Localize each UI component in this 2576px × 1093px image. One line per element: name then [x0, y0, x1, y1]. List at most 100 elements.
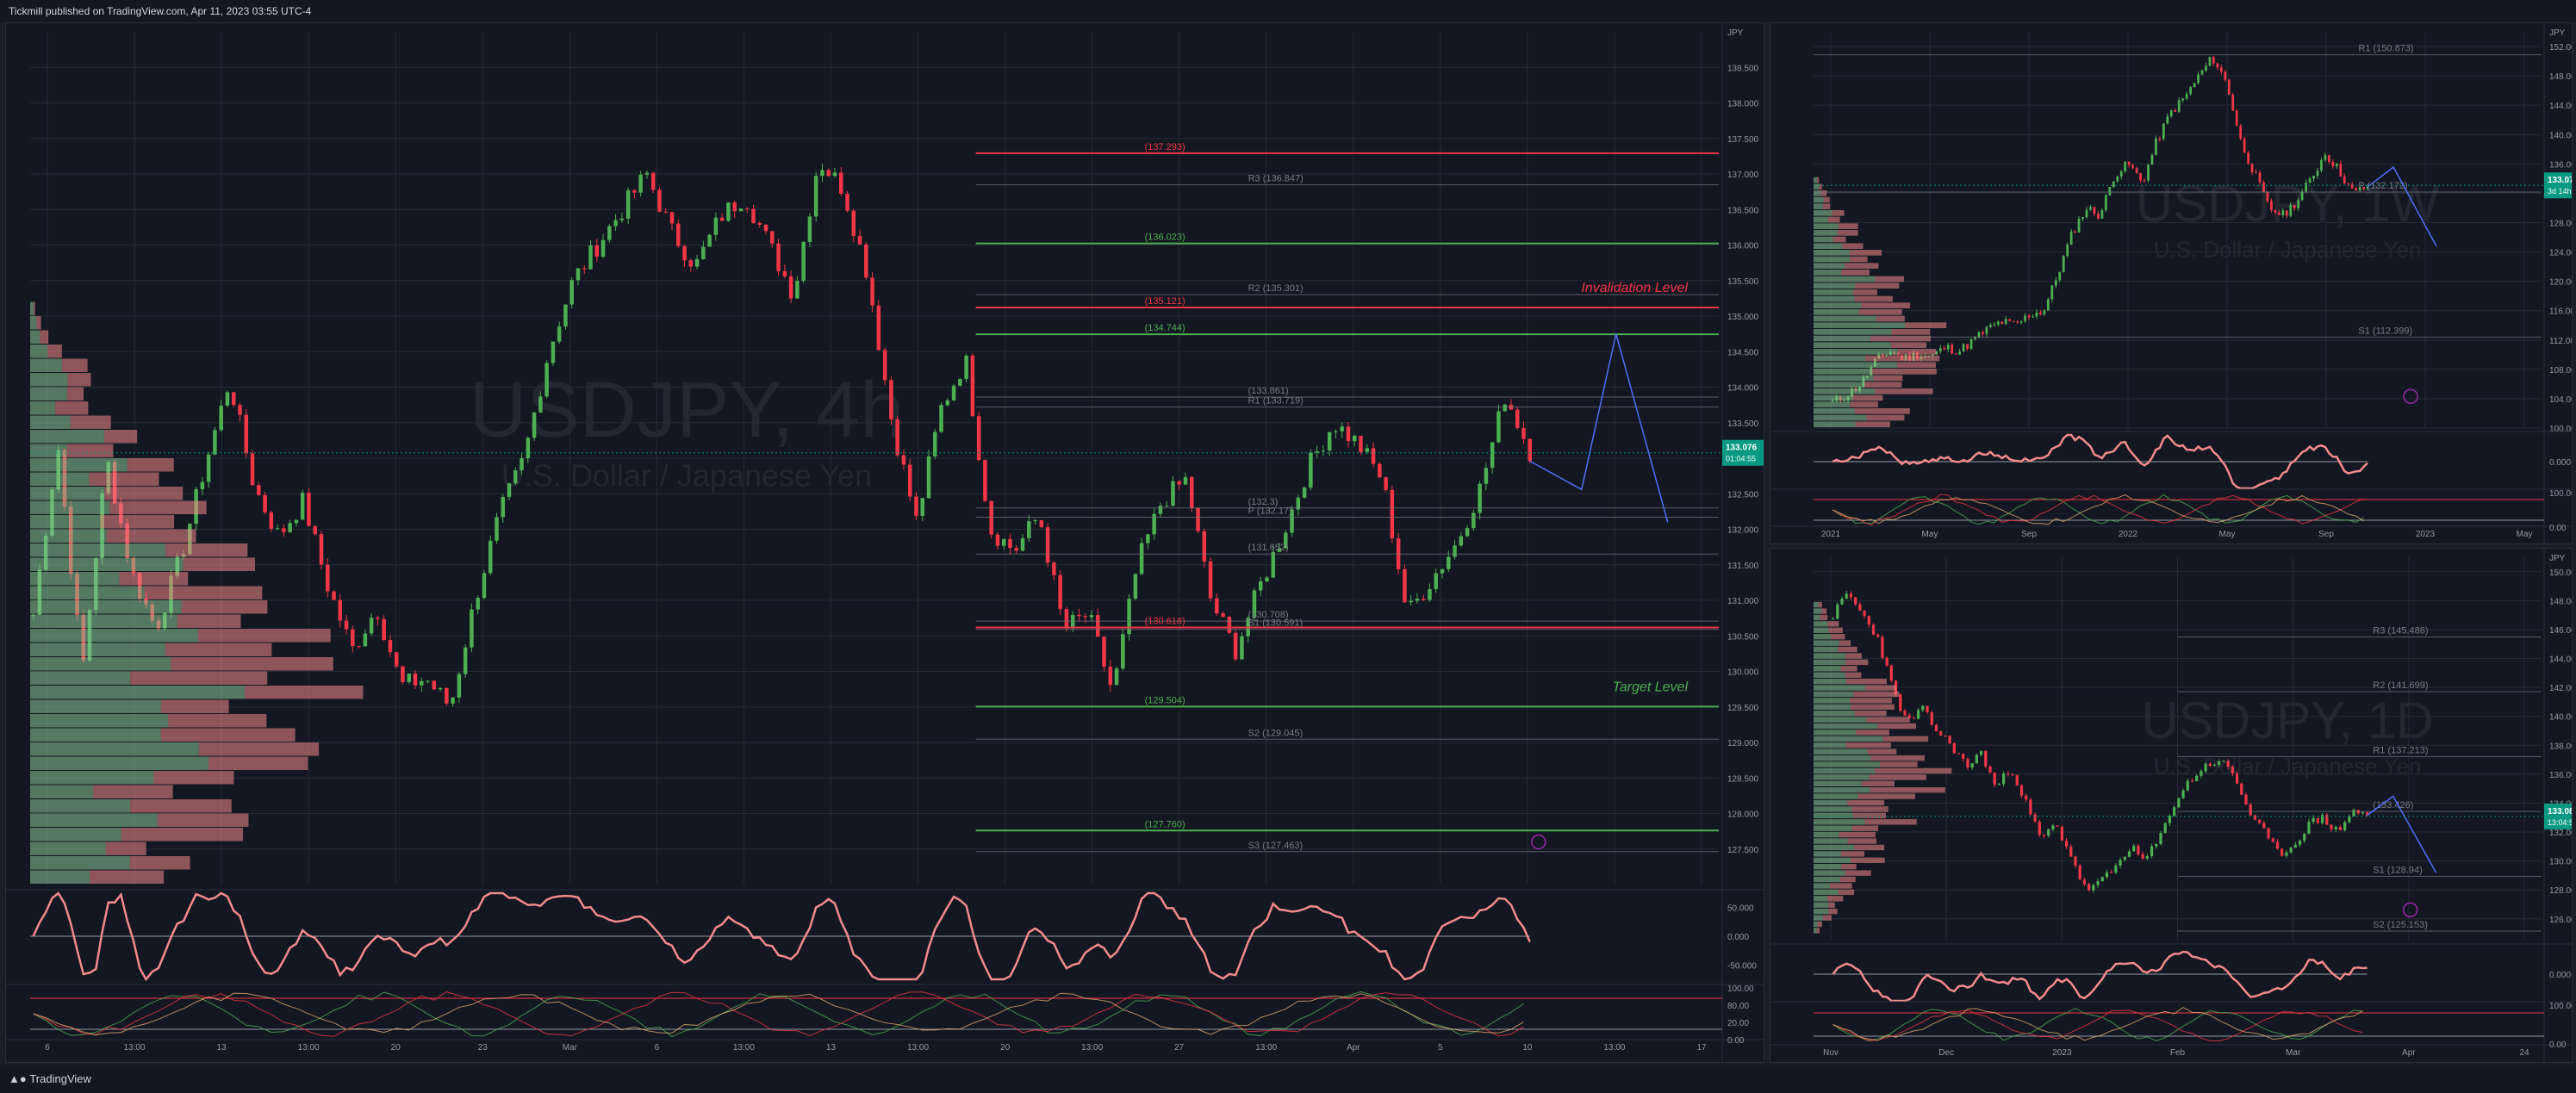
candle-body: [563, 304, 568, 327]
candle-body: [2200, 771, 2203, 776]
candle-body: [2155, 843, 2158, 847]
candle-body: [2350, 183, 2354, 189]
pivot-level-label: (130.708): [1248, 610, 1289, 620]
y-tick-label: 128.000: [2549, 219, 2572, 228]
y-tick-label: 146.000: [2549, 626, 2572, 636]
volume-profile-down: [1867, 748, 1897, 755]
candle-body: [1108, 667, 1113, 686]
y-tick-label: 136.000: [2549, 771, 2572, 780]
candle-body: [1881, 354, 1884, 357]
candle-body: [307, 492, 311, 526]
candle-body: [1896, 354, 1900, 356]
candle-body: [820, 170, 824, 177]
volume-profile-up: [1814, 685, 1865, 691]
y-tick-label: 136.500: [1727, 206, 1759, 215]
y-tick-label: 132.000: [2549, 829, 2572, 838]
volume-profile-up: [1814, 908, 1829, 915]
y-tick-label: 133.500: [1727, 419, 1759, 429]
candle-body: [901, 455, 906, 465]
volume-profile-up: [30, 870, 90, 884]
volume-profile-down: [1851, 806, 1888, 812]
chart-panel-4h[interactable]: USDJPY, 4h U.S. Dollar / Japanese Yen 138.…: [5, 22, 1764, 1063]
volume-profile-up: [1814, 362, 1897, 368]
y-tick-label: 116.000: [2549, 307, 2572, 317]
volume-profile-up: [1814, 748, 1868, 755]
volume-profile-down: [1854, 295, 1893, 302]
stoch-line: [33, 991, 1524, 1037]
volume-profile-up: [1814, 270, 1842, 276]
volume-profile-up: [1814, 183, 1820, 189]
volume-profile-down: [130, 671, 268, 685]
candle-body: [538, 396, 543, 413]
pivot-level-label: (134.744): [1145, 323, 1185, 333]
chart-4h[interactable]: USDJPY, 4hU.S. Dollar / Japanese Yen138.…: [6, 23, 1764, 1062]
candle-body: [1478, 483, 1482, 513]
candle-body: [332, 591, 336, 600]
volume-profile-up: [1814, 825, 1852, 831]
candle-body: [1916, 710, 1920, 719]
candle-body: [970, 355, 975, 417]
volume-profile-down: [171, 657, 333, 671]
tradingview-logo[interactable]: ▲● TradingView: [9, 1072, 91, 1085]
candle-body: [2271, 838, 2274, 842]
stoch-line: [1832, 1009, 2363, 1042]
candle-body: [551, 341, 556, 363]
volume-profile-down: [1840, 666, 1857, 672]
pivot-level-label: (129.504): [1145, 695, 1185, 705]
pivot-level-label: R1 (133.719): [1248, 396, 1304, 407]
candle-body: [2312, 176, 2315, 179]
pivot-level-label: S1 (128.94): [2373, 865, 2422, 875]
volume-profile-up: [1814, 921, 1818, 928]
volume-profile-down: [66, 387, 84, 401]
volume-profile-up: [1814, 295, 1855, 302]
candle-body: [1233, 632, 1238, 660]
y-tick-label: 135.000: [1727, 313, 1759, 322]
volume-profile-up: [1814, 369, 1872, 375]
stoch-tick-label: 20.00: [1727, 1019, 1749, 1028]
candle-body: [2038, 821, 2041, 835]
volume-profile-up: [1814, 414, 1867, 421]
x-tick-label: 20: [391, 1043, 401, 1053]
candle-body: [2085, 209, 2088, 218]
candle-body: [744, 208, 750, 210]
volume-profile-up: [1814, 223, 1839, 229]
candle-body: [2347, 183, 2350, 184]
volume-profile-down: [1827, 621, 1839, 627]
volume-profile-up: [30, 529, 107, 543]
volume-profile-down: [1861, 302, 1911, 308]
candle-body: [2064, 840, 2069, 848]
candle-body: [495, 517, 499, 541]
volume-profile-down: [121, 828, 244, 841]
candle-body: [1077, 614, 1081, 617]
last-price-countdown: 01:04:55: [1726, 455, 1756, 463]
candle-body: [2127, 161, 2131, 165]
chart-bg: [6, 23, 1764, 1062]
x-tick-label: 24: [2519, 1048, 2529, 1058]
candle-body: [2308, 178, 2312, 183]
candle-body: [644, 172, 650, 175]
candle-body: [225, 392, 230, 406]
volume-profile-down: [1864, 819, 1917, 825]
footer-logo-text: TradingView: [29, 1072, 91, 1085]
chart-1w[interactable]: USDJPY, 1WU.S. Dollar / Japanese Yen152.…: [1770, 23, 2572, 543]
x-tick-label: 13:00: [1081, 1043, 1103, 1053]
volume-profile-down: [1826, 896, 1844, 902]
candle-body: [2158, 138, 2162, 140]
chart-panel-1d[interactable]: USDJPY, 1D U.S. Dollar / Japanese Yen 150.…: [1770, 548, 2573, 1063]
chart-1d[interactable]: USDJPY, 1D U.S. Dollar / Japanese Yen 150.…: [1770, 549, 2572, 1062]
candle-body: [2119, 860, 2122, 866]
volume-profile-up: [1814, 375, 1874, 382]
volume-profile-down: [66, 444, 114, 457]
pivot-level-label: R2 (141.699): [2373, 680, 2428, 691]
volume-profile-down: [1841, 864, 1857, 870]
last-price-countdown: 3d 14h: [2548, 187, 2572, 196]
pivot-level-label: (137.293): [1145, 142, 1185, 152]
candle-body: [1302, 488, 1307, 498]
candle-body: [2081, 217, 2084, 219]
volume-profile-down: [1852, 812, 1886, 819]
candle-body: [507, 483, 512, 498]
candle-body: [2303, 834, 2306, 841]
volume-profile-up: [1814, 711, 1855, 717]
candle-body: [2231, 767, 2234, 773]
chart-panel-1w[interactable]: USDJPY, 1W U.S. Dollar / Japanese Yen 152.…: [1770, 22, 2573, 544]
